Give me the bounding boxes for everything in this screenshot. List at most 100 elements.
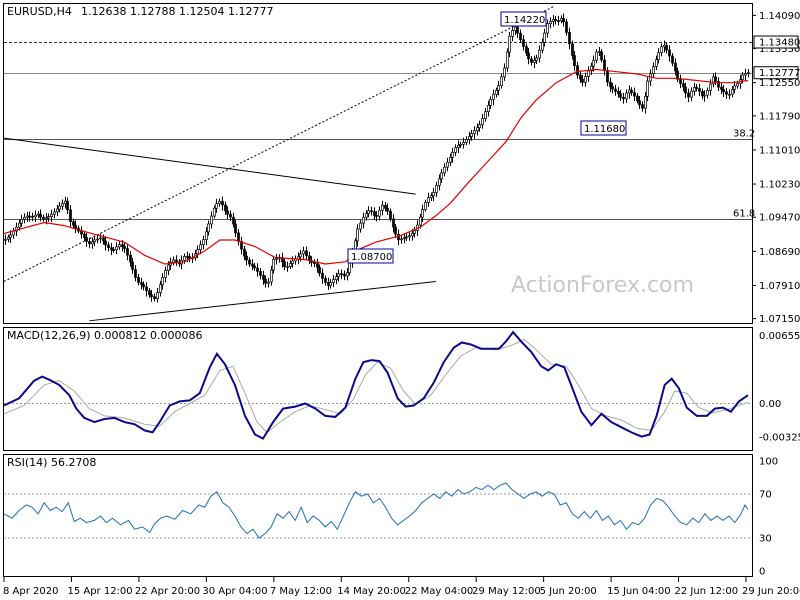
candle-body bbox=[584, 76, 587, 83]
candle-body bbox=[600, 51, 603, 61]
candle-body bbox=[706, 90, 709, 96]
candle-body bbox=[107, 244, 110, 249]
candle-body bbox=[381, 204, 384, 211]
candle-body bbox=[142, 284, 145, 288]
candle-body bbox=[140, 282, 143, 285]
annotation-box bbox=[347, 248, 394, 264]
candle-body bbox=[7, 236, 10, 240]
candle-body bbox=[226, 210, 229, 215]
annotation-box bbox=[500, 11, 547, 27]
candle-body bbox=[413, 230, 416, 234]
candle-body bbox=[693, 87, 696, 92]
candle-body bbox=[58, 205, 61, 210]
candle-body bbox=[519, 32, 522, 41]
candle-body bbox=[533, 60, 536, 63]
candle-body bbox=[606, 70, 609, 83]
candle-body bbox=[400, 238, 403, 241]
candle-body bbox=[614, 88, 617, 92]
candle-body bbox=[411, 233, 414, 237]
candle-body bbox=[289, 263, 292, 267]
candle-body bbox=[175, 259, 178, 263]
candle-body bbox=[592, 59, 595, 67]
candle-body bbox=[172, 259, 175, 263]
candle-body bbox=[259, 271, 262, 276]
candle-body bbox=[12, 230, 15, 236]
candle-body bbox=[159, 284, 162, 293]
candle-body bbox=[313, 262, 316, 264]
candle-body bbox=[432, 192, 435, 196]
candle-body bbox=[47, 216, 50, 219]
candle-body bbox=[747, 72, 750, 75]
candle-body bbox=[430, 195, 433, 198]
macd-label: MACD(12,26,9) 0.000812 0.000086 bbox=[7, 329, 203, 342]
candle-body bbox=[435, 185, 438, 193]
candle-body bbox=[497, 85, 500, 91]
candle-body bbox=[83, 233, 86, 238]
time-tick-label: 22 May 04:00 bbox=[405, 586, 474, 597]
time-axis: 8 Apr 2020 15 Apr 12:00 22 Apr 20:00 30 Apr… bbox=[3, 577, 800, 597]
price-annotations: 1.14220 1.11680 1.08700 bbox=[347, 11, 627, 264]
candle-body bbox=[129, 254, 132, 263]
candle-body bbox=[121, 244, 124, 247]
candle-body bbox=[224, 204, 227, 212]
candle-body bbox=[636, 95, 639, 102]
candle-body bbox=[617, 91, 620, 95]
macd-tick-label: 0.006554 bbox=[759, 331, 800, 342]
candle-body bbox=[535, 57, 538, 61]
candle-body bbox=[61, 203, 64, 207]
candle-body bbox=[39, 213, 42, 218]
candle-body bbox=[91, 241, 94, 245]
candle-body bbox=[720, 86, 723, 90]
candle-body bbox=[362, 216, 365, 224]
candle-body bbox=[28, 215, 31, 218]
candle-body bbox=[253, 265, 256, 269]
candle-body bbox=[741, 74, 744, 81]
trendline-0 bbox=[3, 5, 555, 282]
price-highlight-box bbox=[753, 66, 799, 80]
price-tick-label: 1.09470 bbox=[759, 213, 800, 224]
candle-body bbox=[641, 104, 644, 109]
candle-body bbox=[630, 89, 633, 93]
candle-body bbox=[74, 224, 77, 229]
trendline-1 bbox=[3, 137, 416, 195]
candle-body bbox=[427, 197, 430, 203]
candle-body bbox=[573, 55, 576, 66]
candle-body bbox=[392, 218, 395, 228]
candle-body bbox=[438, 178, 441, 186]
candle-body bbox=[522, 39, 525, 47]
time-tick-label: 22 Jun 12:00 bbox=[675, 586, 739, 597]
candle-body bbox=[562, 18, 565, 23]
candle-body bbox=[102, 237, 105, 242]
candle-body bbox=[568, 32, 571, 45]
candle-body bbox=[264, 278, 267, 284]
candle-body bbox=[365, 213, 368, 218]
annotation-label: 1.11680 bbox=[584, 124, 625, 135]
candle-body bbox=[495, 90, 498, 95]
candle-body bbox=[145, 286, 148, 292]
candle-body bbox=[156, 292, 159, 299]
time-tick-label: 14 May 20:00 bbox=[337, 586, 406, 597]
time-tick-label: 15 Jun 04:00 bbox=[607, 586, 671, 597]
candle-body bbox=[703, 94, 706, 97]
candle-body bbox=[229, 213, 232, 218]
candle-body bbox=[183, 256, 186, 261]
candle-body bbox=[722, 89, 725, 93]
candle-body bbox=[736, 83, 739, 87]
candle-body bbox=[403, 237, 406, 240]
candle-body bbox=[305, 250, 308, 257]
annotation-label: 1.08700 bbox=[351, 252, 392, 263]
rsi-layer: 100 70 30 0 bbox=[3, 457, 778, 578]
candle-body bbox=[56, 208, 59, 213]
candle-body bbox=[332, 279, 335, 283]
candle-body bbox=[419, 216, 422, 226]
candle-body bbox=[473, 130, 476, 134]
price-axis: 1.14090 1.13330 1.12550 1.11790 1.11010 1.102… bbox=[752, 11, 800, 325]
candle-body bbox=[367, 210, 370, 214]
symbol-label: EURUSD,H4 bbox=[7, 5, 72, 18]
candle-body bbox=[23, 216, 26, 220]
rsi-tick-label: 70 bbox=[759, 490, 772, 501]
candle-body bbox=[207, 223, 210, 233]
candle-body bbox=[215, 203, 218, 209]
price-highlight-label: 1.12777 bbox=[759, 68, 800, 79]
